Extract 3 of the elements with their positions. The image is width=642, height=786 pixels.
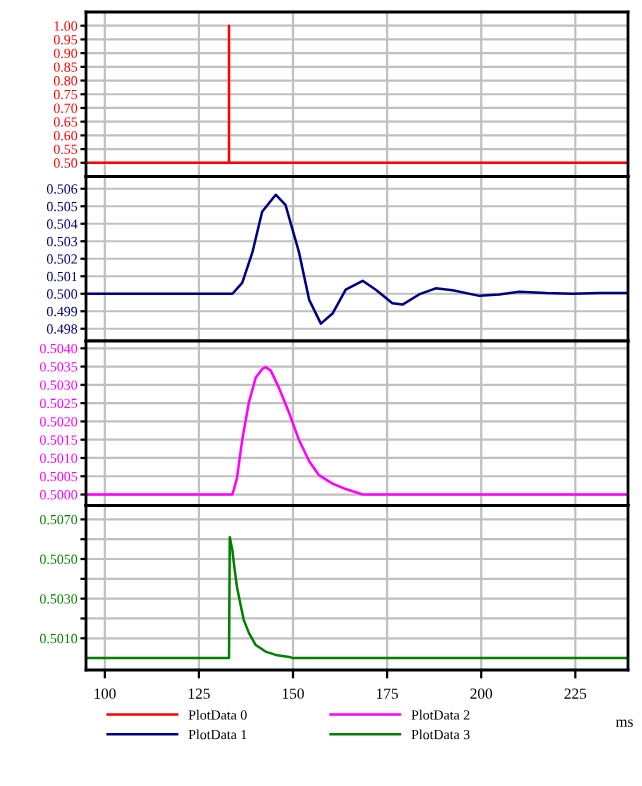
line-series xyxy=(86,193,628,325)
line-series xyxy=(86,365,628,496)
line-series xyxy=(86,535,628,660)
